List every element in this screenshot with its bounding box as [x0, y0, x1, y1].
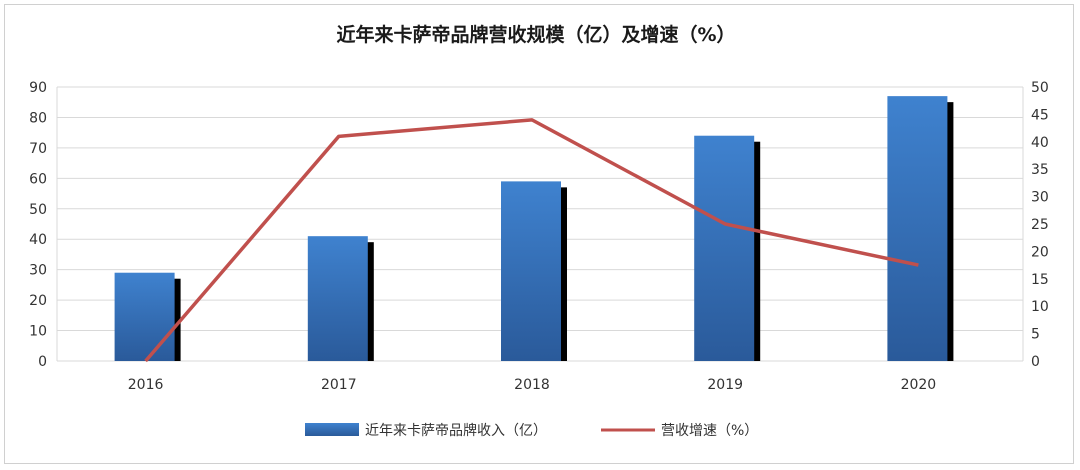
bar-series — [114, 96, 954, 361]
line-series — [144, 118, 919, 363]
bar — [887, 96, 948, 361]
bar — [307, 236, 368, 361]
y-right-tick-label: 10 — [1031, 299, 1049, 315]
y-right-tick-label: 50 — [1031, 80, 1049, 96]
legend: 近年来卡萨帝品牌收入（亿） 营收增速（%） — [305, 422, 758, 439]
x-tick-label: 2016 — [128, 377, 164, 393]
chart-svg: 近年来卡萨帝品牌营收规模（亿）及增速（%） 010203040506070809… — [29, 23, 1049, 439]
y-right-tick-label: 35 — [1031, 162, 1049, 178]
y-right-tick-label: 30 — [1031, 190, 1049, 206]
y-right-tick-label: 15 — [1031, 272, 1049, 288]
x-axis: 2016 2017 2018 2019 2020 — [128, 377, 936, 393]
bar — [501, 181, 561, 361]
y-right-tick-label: 20 — [1031, 244, 1049, 260]
y-right-tick-label: 45 — [1031, 107, 1049, 123]
y-left-tick-label: 10 — [29, 324, 47, 340]
x-tick-label: 2019 — [707, 377, 743, 393]
y-left-tick-label: 90 — [29, 80, 47, 96]
legend-bar-label: 近年来卡萨帝品牌收入（亿） — [365, 422, 547, 439]
y-left-tick-label: 0 — [38, 354, 47, 370]
y-left-tick-label: 30 — [29, 263, 47, 279]
chart-frame: 近年来卡萨帝品牌营收规模（亿）及增速（%） 0 10 20 30 40 50 60 70 80 9… — [4, 4, 1074, 464]
bar — [694, 135, 755, 361]
bar — [114, 272, 175, 361]
y-right-tick-label: 0 — [1031, 354, 1040, 370]
y-right-tick-label: 5 — [1031, 327, 1040, 343]
y-axis-right: 0 5 10 15 20 25 30 35 40 45 50 — [1031, 80, 1049, 370]
y-left-tick-label: 50 — [29, 202, 47, 218]
legend-line-label: 营收增速（%） — [661, 423, 758, 439]
y-right-tick-label: 25 — [1031, 217, 1049, 233]
x-tick-label: 2017 — [321, 377, 357, 393]
y-left-tick-label: 70 — [29, 141, 47, 157]
y-right-tick-label: 40 — [1031, 135, 1049, 151]
y-left-tick-label: 80 — [29, 110, 47, 126]
chart-title: 近年来卡萨帝品牌营收规模（亿）及增速（%） — [336, 23, 735, 46]
y-left-tick-label: 20 — [29, 293, 47, 309]
y-left-tick-label: 40 — [29, 232, 47, 248]
x-tick-label: 2018 — [514, 377, 550, 393]
y-axis-left: 0 10 20 30 40 50 60 70 80 90 — [29, 80, 47, 370]
x-tick-label: 2020 — [901, 377, 937, 393]
y-left-tick-label: 60 — [29, 171, 47, 187]
legend-bar-swatch — [305, 423, 359, 436]
